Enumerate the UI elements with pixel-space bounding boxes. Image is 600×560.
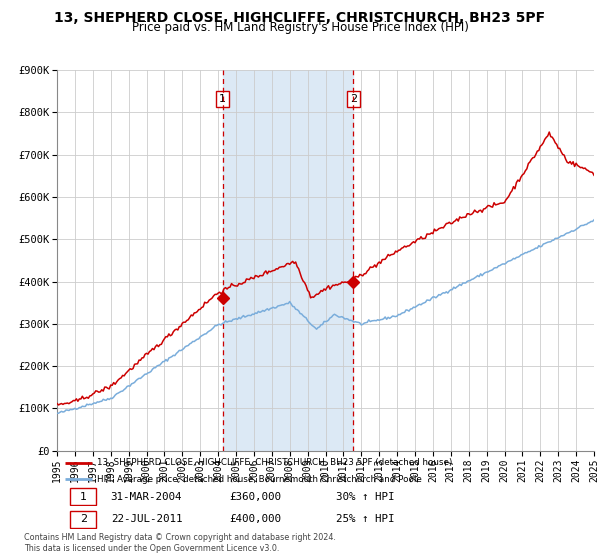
Text: HPI: Average price, detached house, Bournemouth Christchurch and Poole: HPI: Average price, detached house, Bour… — [97, 474, 422, 484]
Text: 13, SHEPHERD CLOSE, HIGHCLIFFE, CHRISTCHURCH, BH23 5PF: 13, SHEPHERD CLOSE, HIGHCLIFFE, CHRISTCH… — [55, 11, 545, 25]
Text: Price paid vs. HM Land Registry's House Price Index (HPI): Price paid vs. HM Land Registry's House … — [131, 21, 469, 34]
Text: 2: 2 — [350, 94, 357, 104]
FancyBboxPatch shape — [70, 488, 96, 505]
Text: 1: 1 — [80, 492, 87, 502]
Text: 31-MAR-2004: 31-MAR-2004 — [111, 492, 182, 502]
FancyBboxPatch shape — [70, 511, 96, 528]
Text: 13, SHEPHERD CLOSE, HIGHCLIFFE, CHRISTCHURCH, BH23 5PF (detached house): 13, SHEPHERD CLOSE, HIGHCLIFFE, CHRISTCH… — [97, 458, 452, 468]
Text: 2: 2 — [80, 514, 87, 524]
Text: £360,000: £360,000 — [229, 492, 281, 502]
Text: £400,000: £400,000 — [229, 514, 281, 524]
Text: 25% ↑ HPI: 25% ↑ HPI — [336, 514, 395, 524]
Text: 1: 1 — [219, 94, 226, 104]
Text: 22-JUL-2011: 22-JUL-2011 — [111, 514, 182, 524]
Text: 30% ↑ HPI: 30% ↑ HPI — [336, 492, 395, 502]
Text: Contains HM Land Registry data © Crown copyright and database right 2024.
This d: Contains HM Land Registry data © Crown c… — [24, 533, 336, 553]
